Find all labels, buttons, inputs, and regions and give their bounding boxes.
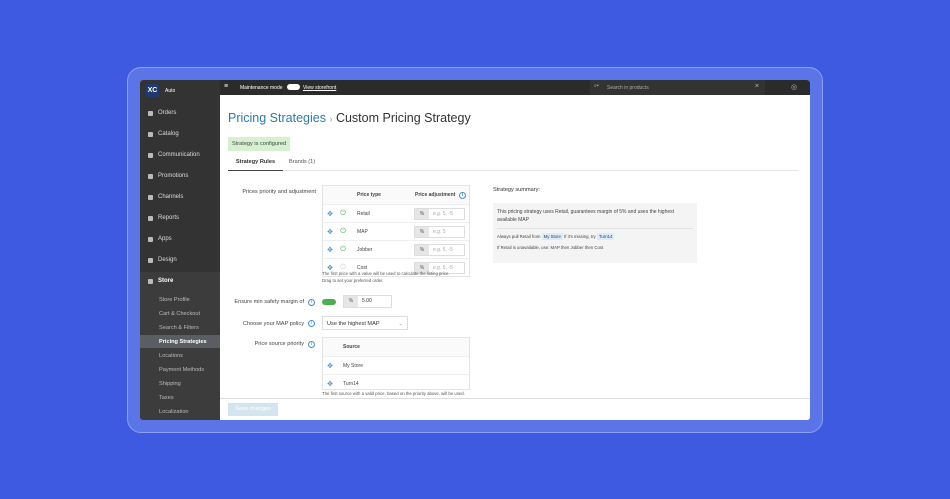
drag-icon[interactable]: ✥ [327,362,333,370]
breadcrumb[interactable]: Pricing Strategies [228,111,326,125]
sidebar-subitem[interactable]: Store Profile [159,297,190,303]
sidebar-subitem[interactable]: Taxes [159,395,174,401]
nav-icon [148,236,153,242]
price-adjustment-input[interactable]: % e.g. 5, -5 [414,262,465,274]
price-adjustment-input[interactable]: % e.g. 5 [414,226,465,238]
nav-icon [148,152,153,158]
main-content: Pricing Strategies › Custom Pricing Stra… [220,95,810,398]
active-highlight [140,335,220,348]
price-table: Price type Price adjustment i ✥ ⏻ Retail% e… [322,185,470,277]
sidebar-item-promotions[interactable]: Promotions [148,173,188,179]
footer-bar: Save changes [220,398,810,420]
nav-icon [148,278,153,284]
sidebar-item-orders[interactable]: Orders [148,110,176,116]
source-row[interactable]: ✥ Turn14 [323,374,469,392]
sidebar: XC Auto Orders Catalog Communication Promot… [140,80,220,420]
margin-label: Ensure min safety margin of [234,299,304,305]
price-row[interactable]: ✥ ⏻ MAP% e.g. 5 [323,222,469,240]
nav-icon [148,194,153,200]
price-row[interactable]: ✥ ⏻ Retail% e.g. 5, -5 [323,204,469,222]
user-icon[interactable]: ◎ [791,84,798,91]
power-icon[interactable]: ⏻ [340,245,346,253]
top-bar: ≡ Maintenance mode View storefront ⌕▾ Se… [220,80,810,95]
margin-input[interactable]: % 5.00 [343,295,392,308]
sidebar-subitem[interactable]: Pricing Strategies [159,339,207,345]
sidebar-subitem[interactable]: Locations [159,353,183,359]
price-adjustment-input[interactable]: % e.g. 5, -5 [414,244,465,256]
price-row[interactable]: ✥ ⏻ Cost% e.g. 5, -5 [323,258,469,276]
drag-icon[interactable]: ✥ [327,380,333,388]
col-price-type: Price type [357,192,381,198]
summary-title: Strategy summary: [493,187,540,193]
info-icon[interactable]: i [308,320,315,327]
source-chip: Turn14 [596,233,615,240]
sidebar-subitem[interactable]: Payment Methods [159,367,205,373]
nav-icon [148,257,153,263]
search-input[interactable]: Search in products [607,85,649,91]
maintenance-label: Maintenance mode [240,85,283,91]
source-row[interactable]: ✥ My Store [323,356,469,374]
search-icon: ⌕▾ [594,83,599,89]
breadcrumb-separator: › [329,114,333,124]
status-badge: Strategy is configured [228,137,291,151]
map-policy-select[interactable]: Use the highest MAP ⌄ [322,316,408,330]
drag-icon[interactable]: ✥ [327,228,333,236]
sidebar-item-reports[interactable]: Reports [148,215,179,221]
sidebar-item-store[interactable]: Store [148,278,173,284]
info-icon[interactable]: i [459,191,466,199]
power-icon[interactable]: ⏻ [340,209,346,217]
clear-icon[interactable]: × [754,83,759,90]
price-row[interactable]: ✥ ⏻ Jobber% e.g. 5, -5 [323,240,469,258]
price-note: The first price with a value will be use… [322,271,450,276]
power-icon[interactable]: ⏻ [340,263,346,271]
power-icon[interactable]: ⏻ [340,227,346,235]
tabs: Strategy Rules Brands (1) [228,159,798,171]
prices-label: Prices priority and adjustment [242,189,316,195]
sidebar-subitem[interactable]: Search & Filters [159,325,199,331]
nav-icon [148,215,153,221]
price-note-drag: Drag to set your preferred order. [322,278,384,283]
summary-text: This pricing strategy uses Retail, guara… [497,208,693,229]
menu-icon[interactable]: ≡ [224,83,229,90]
col-price-adjustment: Price adjustment [415,192,456,198]
view-storefront-link[interactable]: View storefront [303,85,337,91]
source-label: Price source priority [254,341,304,347]
source-note: The first source with a valid price, bas… [322,391,465,396]
drag-icon[interactable]: ✥ [327,210,333,218]
margin-toggle[interactable] [322,299,336,305]
price-adjustment-input[interactable]: % e.g. 5, -5 [414,208,465,220]
sidebar-item-design[interactable]: Design [148,257,177,263]
nav-icon [148,173,153,179]
drag-icon[interactable]: ✥ [327,264,333,272]
nav-icon [148,110,153,116]
sidebar-item-communication[interactable]: Communication [148,152,200,158]
maintenance-toggle[interactable] [287,84,300,90]
nav-icon [148,131,153,137]
info-icon[interactable]: i [308,341,315,348]
sidebar-subitem[interactable]: Localization [159,409,189,415]
save-button[interactable]: Save changes [228,403,278,416]
logo: XC [146,84,159,97]
map-label: Choose your MAP policy [242,321,304,327]
store-name: Auto [165,88,176,94]
sidebar-item-channels[interactable]: Channels [148,194,183,200]
summary-box: This pricing strategy uses Retail, guara… [493,203,697,263]
page-title: Custom Pricing Strategy [335,111,471,125]
search-box[interactable]: ⌕▾ Search in products × [590,80,765,95]
sidebar-item-catalog[interactable]: Catalog [148,131,179,137]
drag-icon[interactable]: ✥ [327,246,333,254]
sidebar-item-apps[interactable]: Apps [148,236,172,242]
sidebar-subitem[interactable]: Shipping [159,381,181,387]
tab-strategy-rules[interactable]: Strategy Rules [228,159,283,171]
summary-fallback: If Retail is unavailable, use: MAP then … [497,245,604,250]
source-chip: My Store [541,233,563,240]
info-icon[interactable]: i [308,299,315,306]
tab-brands[interactable]: Brands (1) [289,159,316,165]
sidebar-subitem[interactable]: Cart & Checkout [159,311,201,317]
source-table: Source ✥ My Store ✥ Turn14 [322,337,470,390]
app-window: XC Auto Orders Catalog Communication Promot… [140,80,810,420]
col-source: Source [343,344,360,350]
